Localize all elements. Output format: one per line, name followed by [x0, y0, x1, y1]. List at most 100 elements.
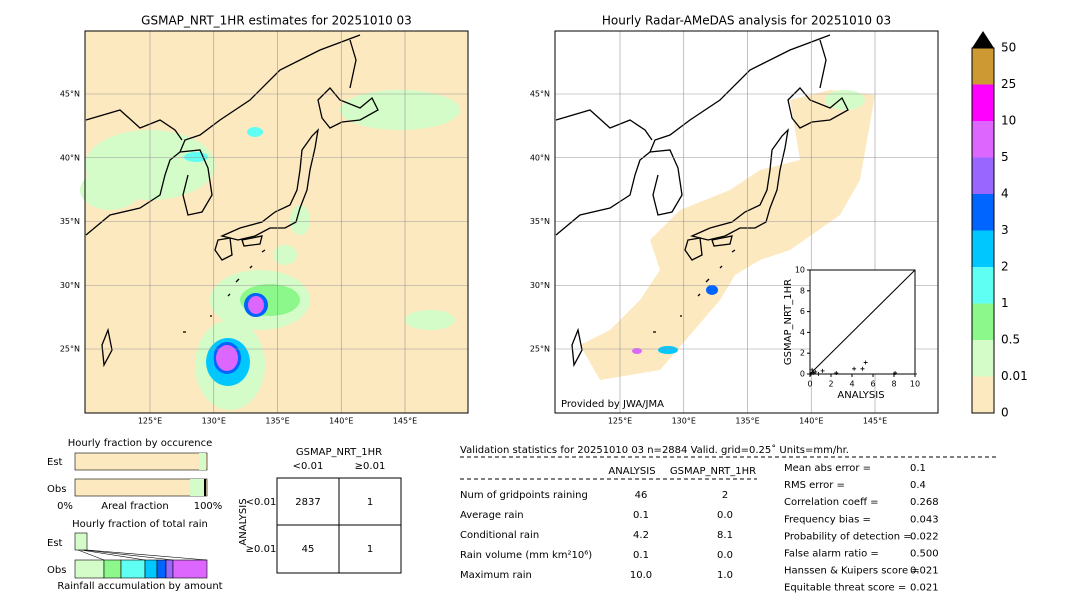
diagonal [809, 269, 916, 375]
stat-value: 8.1 [717, 530, 733, 541]
scatter-point [893, 370, 898, 375]
rain-area [825, 90, 865, 110]
row-header: ≥0.01 [246, 544, 277, 555]
score-value: 0.1 [910, 463, 926, 474]
row-label: Obs [47, 565, 66, 576]
x-tick-label: 8 [891, 380, 896, 389]
lon-label: 140°E [329, 417, 353, 426]
colorbar-swatch [972, 230, 994, 267]
fraction-title: Hourly fraction by occurence [68, 438, 212, 449]
table-grid [276, 477, 402, 574]
lat-label: 45°N [60, 90, 80, 99]
x-tick-label: 2 [828, 380, 833, 389]
x-tick-label: 6 [870, 380, 875, 389]
map-frame [84, 30, 469, 414]
lat-label: 40°N [530, 153, 550, 162]
colorbar-label: 0.01 [1001, 369, 1028, 383]
score-value: 0.500 [910, 549, 939, 560]
validation-header: Validation statistics for 20251010 03 n=… [460, 444, 849, 456]
stat-label: Rain volume (mm km²10⁶) [460, 550, 592, 561]
axis-label: 0% [57, 501, 73, 512]
cell: 45 [302, 544, 315, 555]
stat-label: Num of gridpoints raining [460, 490, 588, 501]
score-label: Mean abs error = [784, 463, 871, 474]
rain-area [632, 348, 642, 354]
x-tick-label: 0 [807, 380, 812, 389]
scatter-point [813, 369, 818, 374]
colorbar-swatch [972, 84, 994, 121]
stat-label: Maximum rain [460, 570, 532, 581]
accumulation-bar [74, 549, 208, 579]
colorbar-swatch [972, 157, 994, 194]
stat-value: 2 [722, 490, 728, 501]
lon-label: 135°E [265, 417, 289, 426]
row-label: Obs [47, 484, 66, 495]
y-axis-label: GSMAP_NRT_1HR [783, 279, 794, 365]
stat-value: 4.2 [633, 530, 649, 541]
cell: 2837 [295, 497, 320, 508]
fraction-bar [199, 453, 206, 470]
map-title: GSMAP_NRT_1HR estimates for 20251010 03 [141, 14, 412, 28]
lat-label: 30°N [530, 281, 550, 290]
x-tick-label: 10 [910, 380, 920, 389]
axis-label: 100% [194, 501, 223, 512]
score-label: RMS error = [784, 480, 845, 491]
colorbar-label: 10 [1001, 114, 1016, 128]
scatter-point [811, 370, 816, 375]
colorbar-swatch [972, 121, 994, 158]
colorbar-label: 50 [1001, 41, 1016, 55]
lon-label: 130°E [202, 417, 226, 426]
credit: Provided by JWA/JMA [561, 399, 664, 410]
score-label: Probability of detection = [784, 531, 912, 542]
row-label: Est [47, 538, 63, 549]
lon-label: 135°E [735, 417, 759, 426]
colorbar-swatch [972, 267, 994, 304]
col-header: <0.01 [293, 461, 324, 472]
score-value: 0.021 [910, 566, 939, 577]
fraction-title: Hourly fraction of total rain [72, 519, 208, 530]
col-header: GSMAP_NRT_1HR [670, 466, 756, 477]
colorbar-swatch [972, 303, 994, 340]
lat-label: 45°N [530, 90, 550, 99]
right-map: Provided by JWA/JMA [555, 31, 938, 413]
lon-label: 140°E [799, 417, 823, 426]
rain-area [706, 285, 718, 295]
scatter-point [852, 366, 857, 371]
cell: 1 [367, 544, 373, 555]
scatter-point [834, 370, 839, 375]
rain-area [247, 127, 263, 137]
rain-area [216, 345, 238, 371]
score-label: Correlation coeff = [784, 497, 879, 508]
colorbar-label: 3 [1001, 223, 1009, 237]
map-background [85, 31, 468, 413]
score-value: 0.268 [910, 497, 939, 508]
stat-value: 1.0 [717, 570, 733, 581]
y-tick-label: 4 [800, 328, 805, 337]
scatter-point [809, 372, 814, 376]
fraction-bar [74, 452, 208, 471]
lat-label: 40°N [60, 153, 80, 162]
map-title: Hourly Radar-AMeDAS analysis for 2025101… [602, 14, 891, 28]
stat-value: 46 [635, 490, 648, 501]
lat-label: 30°N [60, 281, 80, 290]
lon-label: 125°E [608, 417, 632, 426]
colorbar-label: 0 [1001, 406, 1009, 420]
table-title: GSMAP_NRT_1HR [296, 447, 382, 458]
y-tick-label: 2 [800, 349, 805, 358]
lat-label: 25°N [530, 345, 550, 354]
y-tick-label: 8 [800, 286, 805, 295]
map-frame [554, 30, 939, 414]
fraction-bar [74, 478, 208, 497]
lon-label: 130°E [672, 417, 696, 426]
x-tick-label: 4 [849, 380, 854, 389]
colorbar-label: 25 [1001, 77, 1016, 91]
scatter-point [810, 367, 815, 372]
colorbar-extension [972, 31, 994, 48]
stat-label: Average rain [460, 510, 524, 521]
scatter-point [816, 372, 821, 376]
y-tick-label: 10 [795, 266, 805, 275]
lon-label: 125°E [138, 417, 162, 426]
score-label: Equitable threat score = [784, 583, 906, 594]
fraction-bar [190, 479, 204, 496]
